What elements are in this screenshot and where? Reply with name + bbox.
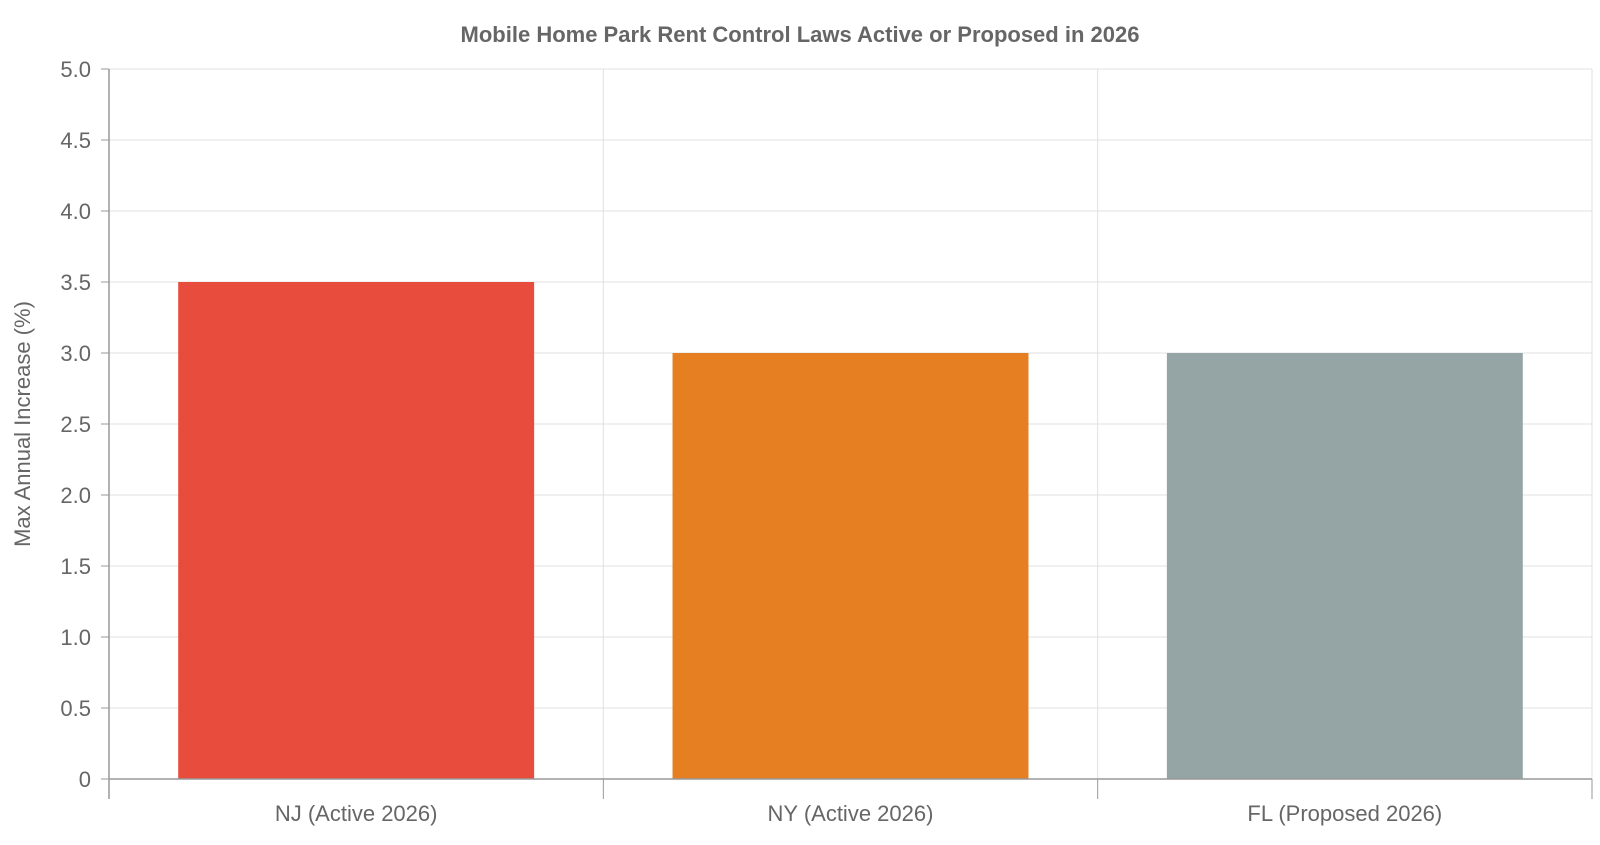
y-tick-label: 1.5 bbox=[60, 554, 91, 579]
y-tick-label: 5.0 bbox=[60, 57, 91, 82]
y-tick-label: 0.5 bbox=[60, 696, 91, 721]
bar bbox=[178, 282, 535, 779]
y-axis-title: Max Annual Increase (%) bbox=[10, 301, 35, 547]
y-tick-label: 2.0 bbox=[60, 483, 91, 508]
y-tick-label: 3.0 bbox=[60, 341, 91, 366]
y-tick-label: 2.5 bbox=[60, 412, 91, 437]
y-tick-label: 1.0 bbox=[60, 625, 91, 650]
y-tick-label: 0 bbox=[79, 767, 91, 792]
axes bbox=[101, 68, 1593, 799]
tick-labels: 0 0.5 1.0 1.5 2.0 2.5 3.0 3.5 4.0 4.5 5.0 NJ (Activ… bbox=[60, 57, 1442, 826]
bar bbox=[672, 353, 1029, 779]
bar bbox=[1166, 353, 1523, 779]
x-tick-label: NJ (Active 2026) bbox=[275, 801, 438, 826]
y-tick-label: 3.5 bbox=[60, 270, 91, 295]
y-tick-label: 4.0 bbox=[60, 199, 91, 224]
x-tick-label: FL (Proposed 2026) bbox=[1247, 801, 1442, 826]
y-tick-label: 4.5 bbox=[60, 128, 91, 153]
chart-title: Mobile Home Park Rent Control Laws Activ… bbox=[461, 22, 1140, 47]
bars bbox=[178, 282, 1523, 779]
x-tick-label: NY (Active 2026) bbox=[768, 801, 934, 826]
